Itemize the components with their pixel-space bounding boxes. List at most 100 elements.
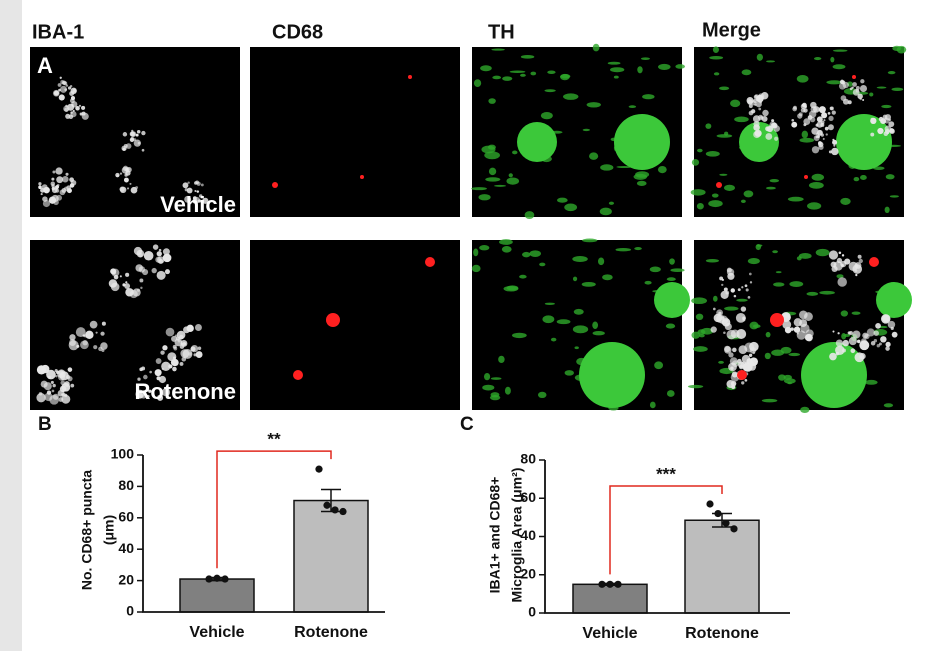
cell-speck (69, 98, 75, 104)
fiber (471, 187, 487, 191)
cell-speck (816, 121, 823, 128)
cell-speck (859, 84, 868, 93)
cell-speck (95, 331, 98, 334)
cell-speck (157, 256, 165, 264)
cell-speck (721, 283, 724, 287)
cell-speck (158, 248, 162, 252)
cell-speck (813, 135, 820, 142)
fiber (649, 401, 656, 409)
micrograph-content (690, 45, 907, 214)
cell-speck (119, 275, 122, 278)
cell-speck (111, 268, 120, 277)
cell-speck (832, 139, 838, 145)
cell-speck (78, 104, 82, 107)
cell-speck (891, 331, 898, 338)
fiber (697, 329, 706, 335)
cell-speck (186, 324, 194, 333)
fiber (815, 248, 830, 257)
fiber (670, 268, 685, 272)
fiber (887, 71, 896, 75)
data-point (323, 501, 331, 509)
cd68-spot (272, 182, 278, 188)
cell-speck (848, 337, 857, 346)
cell-speck (805, 333, 813, 342)
cell-speck (710, 326, 717, 333)
cell-speck (724, 346, 732, 354)
fiber (783, 378, 796, 384)
fiber (508, 173, 513, 178)
fiber (778, 374, 786, 381)
fiber (589, 152, 599, 160)
cell-speck (761, 116, 768, 122)
fiber (506, 177, 520, 185)
fiber (840, 310, 848, 317)
cell-speck (155, 358, 162, 364)
fiber (811, 173, 825, 181)
cell-speck (862, 99, 865, 102)
fiber (761, 398, 778, 403)
x-tick-label: Rotenone (294, 624, 368, 641)
fiber (582, 238, 598, 243)
fiber (873, 166, 885, 170)
cell-speck (64, 88, 68, 92)
fiber (550, 337, 557, 342)
fiber (765, 331, 771, 338)
fiber (796, 74, 809, 83)
cell-speck (719, 315, 729, 325)
fiber (869, 92, 874, 97)
cell-speck (197, 346, 202, 351)
fiber (756, 53, 763, 61)
cell-speck (858, 258, 863, 264)
fiber (539, 262, 546, 267)
fiber (690, 189, 706, 196)
cell-speck (857, 254, 862, 259)
cell-speck (130, 186, 138, 194)
significance-label: ** (267, 430, 281, 449)
fiber (484, 151, 500, 160)
cell-speck (52, 383, 56, 388)
cell-speck (878, 116, 884, 122)
cell-speck (850, 348, 856, 354)
cell-speck (49, 198, 55, 204)
data-point (221, 575, 229, 583)
micrograph-content (38, 76, 209, 208)
cell-speck (810, 106, 818, 113)
fiber (530, 71, 537, 76)
micrograph (250, 47, 460, 217)
cell-speck (836, 257, 843, 264)
fiber (695, 313, 704, 321)
cell-speck (146, 394, 150, 398)
cell-speck (728, 352, 734, 358)
fiber (724, 306, 739, 311)
cell-speck (748, 353, 753, 357)
cell-speck (774, 136, 779, 141)
cell-speck (827, 112, 831, 115)
cell-speck (833, 144, 836, 147)
fiber (607, 61, 621, 65)
fiber (787, 196, 804, 202)
cell-speck (832, 138, 835, 141)
cell-speck (140, 286, 143, 290)
fiber (644, 280, 652, 285)
cell-speck (93, 345, 98, 350)
fiber (482, 384, 495, 391)
cell-speck (123, 177, 129, 183)
fiber (544, 89, 556, 93)
cell-speck (53, 90, 60, 96)
fiber (766, 60, 776, 63)
cell-speck (791, 118, 795, 122)
cell-speck (161, 367, 164, 370)
cell-speck (54, 185, 59, 190)
cell-speck (126, 187, 130, 190)
cell-speck (765, 133, 773, 140)
data-point (706, 500, 714, 508)
fiber (501, 245, 512, 253)
cell-speck (837, 277, 847, 287)
fiber (773, 282, 785, 287)
fiber (540, 112, 553, 120)
cell-speck (870, 340, 876, 346)
cell-speck (194, 189, 197, 193)
fiber (488, 167, 497, 176)
cell-speck (860, 79, 865, 84)
cell-speck (42, 199, 51, 208)
